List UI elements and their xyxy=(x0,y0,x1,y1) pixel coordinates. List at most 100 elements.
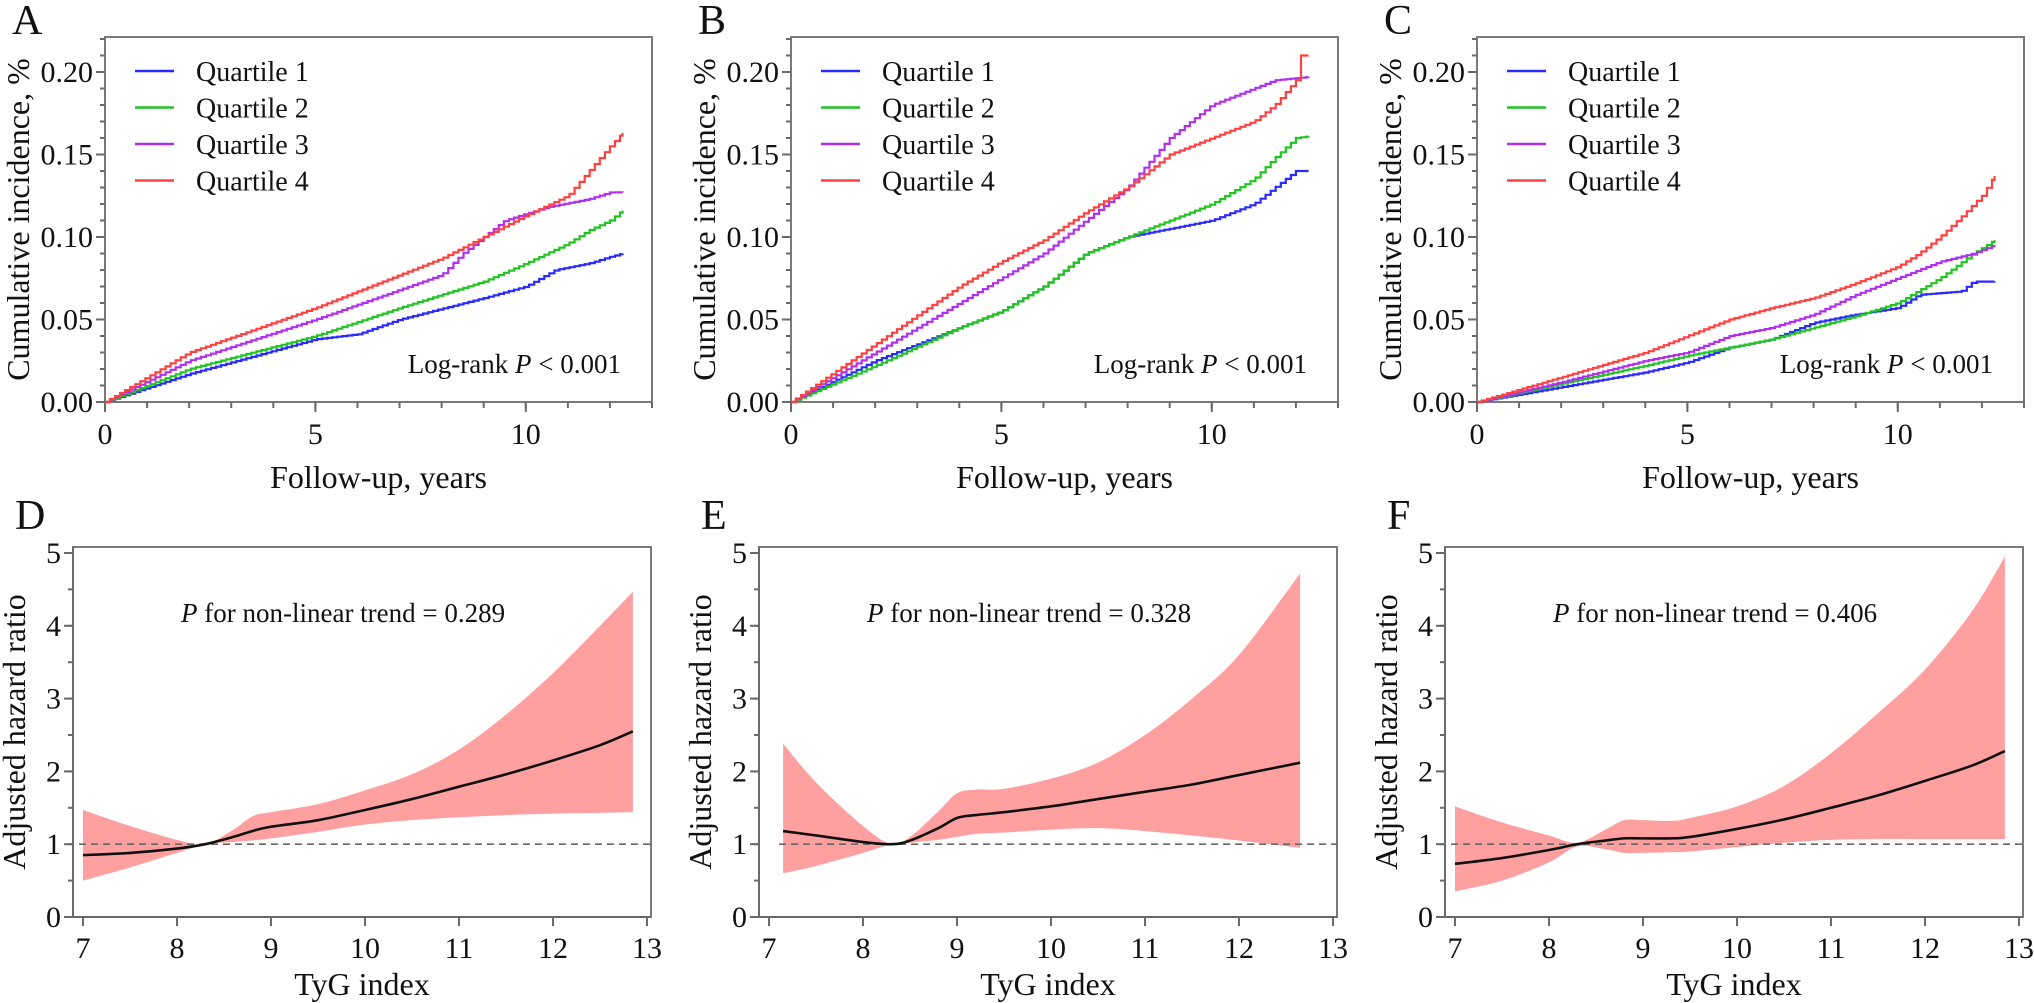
y-tick-label: 4 xyxy=(46,610,61,643)
y-tick-label: 4 xyxy=(732,610,747,643)
annotation-suffix: < 0.001 xyxy=(1904,349,1993,379)
annotation-suffix: for non-linear trend = 0.406 xyxy=(1570,598,1878,628)
annotation-prefix: Log-rank xyxy=(408,349,515,379)
series-line-quartile-2 xyxy=(1477,240,1996,404)
y-tick-label: 2 xyxy=(1418,755,1433,788)
log-rank-annotation: Log-rank P < 0.001 xyxy=(1780,349,1993,379)
x-tick-label: 11 xyxy=(445,932,474,965)
y-tick-label: 0 xyxy=(46,901,61,934)
y-tick-label: 0.00 xyxy=(727,386,780,419)
x-tick-label: 9 xyxy=(264,932,279,965)
confidence-band xyxy=(783,573,1301,874)
x-tick-label: 5 xyxy=(308,418,323,451)
legend-label: Quartile 1 xyxy=(1568,57,1681,88)
panel-letter: F xyxy=(1387,493,1410,539)
y-tick-label: 0.20 xyxy=(727,56,780,89)
x-axis-title: Follow-up, years xyxy=(270,459,487,495)
plot-frame xyxy=(1476,36,2025,403)
x-axis-title: Follow-up, years xyxy=(1642,459,1859,495)
y-axis-title: Cumulative incidence, % xyxy=(1372,58,1408,381)
confidence-band xyxy=(83,591,633,881)
panel-a: A Quartile 1 Quartile 2 Quartile 3 Quartile … xyxy=(0,0,653,495)
nonlinear-trend-annotation: P for non-linear trend = 0.289 xyxy=(180,598,505,628)
series-line-quartile-4 xyxy=(105,133,624,404)
y-tick-label: 0.00 xyxy=(1413,386,1466,419)
y-tick-label: 0.15 xyxy=(41,139,94,172)
legend-label: Quartile 1 xyxy=(882,57,995,88)
panel-letter: A xyxy=(12,0,43,44)
series-line-quartile-4 xyxy=(1477,175,1996,404)
legend-label: Quartile 4 xyxy=(196,167,309,198)
y-tick-label: 0.15 xyxy=(727,139,780,172)
x-tick-label: 7 xyxy=(762,932,777,965)
y-tick-label: 0.20 xyxy=(1413,56,1466,89)
x-tick-label: 13 xyxy=(2004,932,2034,965)
legend-label: Quartile 2 xyxy=(882,94,995,125)
x-axis-title: TyG index xyxy=(1666,966,1802,1002)
y-tick-label: 0.10 xyxy=(1413,221,1466,254)
legend-label: Quartile 1 xyxy=(196,57,309,88)
x-tick-label: 10 xyxy=(1883,418,1913,451)
y-axis-title: Cumulative incidence, % xyxy=(686,58,722,381)
panel-c: C Quartile 1 Quartile 2 Quartile 3 Quartile … xyxy=(1372,0,2025,495)
y-axis-title: Cumulative incidence, % xyxy=(0,58,36,381)
x-axis-title: Follow-up, years xyxy=(956,459,1173,495)
x-tick-label: 9 xyxy=(950,932,965,965)
series-line-quartile-4 xyxy=(791,54,1309,404)
y-tick-label: 5 xyxy=(46,537,61,570)
y-axis-title: Adjusted hazard ratio xyxy=(682,594,718,869)
legend-label: Quartile 3 xyxy=(1568,130,1681,161)
x-tick-label: 11 xyxy=(1131,932,1160,965)
y-tick-label: 3 xyxy=(1418,683,1433,716)
confidence-band xyxy=(1455,556,2005,892)
legend-label: Quartile 3 xyxy=(196,130,309,161)
x-tick-label: 13 xyxy=(1318,932,1348,965)
annotation-prefix: Log-rank xyxy=(1094,349,1201,379)
y-tick-label: 0 xyxy=(732,901,747,934)
legend-label: Quartile 2 xyxy=(196,94,309,125)
y-tick-label: 0.05 xyxy=(1413,304,1466,337)
annotation-prefix: Log-rank xyxy=(1780,349,1887,379)
y-tick-label: 2 xyxy=(732,755,747,788)
annotation-p: P xyxy=(180,598,198,628)
plot-frame xyxy=(104,36,653,403)
annotation-suffix: for non-linear trend = 0.289 xyxy=(198,598,506,628)
y-tick-label: 0.20 xyxy=(41,56,94,89)
legend-label: Quartile 4 xyxy=(882,167,995,198)
x-tick-label: 0 xyxy=(98,418,113,451)
y-tick-label: 1 xyxy=(1418,828,1433,861)
annotation-p: P xyxy=(1200,349,1218,379)
nonlinear-trend-annotation: P for non-linear trend = 0.406 xyxy=(1552,598,1877,628)
y-tick-label: 0.00 xyxy=(41,386,94,419)
series-line-quartile-3 xyxy=(791,76,1310,404)
annotation-p: P xyxy=(866,598,884,628)
panel-letter: C xyxy=(1384,0,1412,44)
y-tick-label: 1 xyxy=(46,828,61,861)
legend-label: Quartile 3 xyxy=(882,130,995,161)
hazard-ratio-curve xyxy=(1454,749,2006,866)
annotation-suffix: for non-linear trend = 0.328 xyxy=(884,598,1192,628)
x-axis-title: TyG index xyxy=(980,966,1116,1002)
x-tick-label: 10 xyxy=(1036,932,1066,965)
y-tick-label: 0.05 xyxy=(41,304,94,337)
x-tick-label: 10 xyxy=(511,418,541,451)
x-tick-label: 10 xyxy=(1722,932,1752,965)
annotation-p: P xyxy=(1552,598,1570,628)
annotation-suffix: < 0.001 xyxy=(532,349,621,379)
log-rank-annotation: Log-rank P < 0.001 xyxy=(1094,349,1307,379)
legend-label: Quartile 2 xyxy=(1568,94,1681,125)
x-tick-label: 8 xyxy=(1542,932,1557,965)
x-tick-label: 0 xyxy=(1470,418,1485,451)
x-tick-label: 5 xyxy=(994,418,1009,451)
x-tick-label: 8 xyxy=(856,932,871,965)
x-tick-label: 13 xyxy=(632,932,662,965)
x-tick-label: 10 xyxy=(1197,418,1227,451)
x-tick-label: 11 xyxy=(1817,932,1846,965)
legend-label: Quartile 4 xyxy=(1568,167,1681,198)
y-axis-title: Adjusted hazard ratio xyxy=(0,594,32,869)
x-tick-label: 7 xyxy=(1448,932,1463,965)
annotation-suffix: < 0.001 xyxy=(1218,349,1307,379)
nonlinear-trend-annotation: P for non-linear trend = 0.328 xyxy=(866,598,1191,628)
